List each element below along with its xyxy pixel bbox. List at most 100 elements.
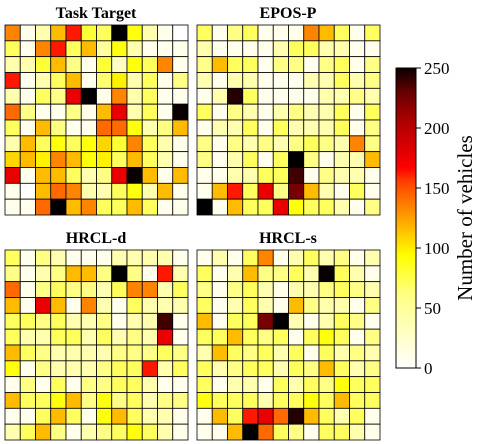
heatmap-cell — [318, 312, 335, 330]
heatmap-cell — [272, 40, 289, 58]
heatmap-cell — [227, 344, 244, 362]
heatmap-cell — [65, 281, 82, 298]
heatmap-cell — [196, 265, 213, 283]
heatmap-cell — [80, 24, 97, 42]
heatmap-cell — [318, 72, 335, 89]
heatmap-cell — [364, 360, 381, 378]
heatmap-cell — [65, 407, 82, 425]
heatmap-cell — [19, 167, 36, 184]
heatmap-cell — [288, 297, 305, 314]
heatmap-panels: Task Target EPOS-P HRCL-d HRCL-s — [4, 5, 381, 441]
heatmap-cell — [141, 312, 158, 330]
heatmap-cell — [303, 360, 320, 378]
heatmap-cell — [65, 87, 82, 105]
heatmap-cell — [333, 103, 350, 121]
heatmap-cell — [227, 198, 244, 216]
heatmap-cell — [65, 135, 82, 153]
heatmap-cell — [126, 376, 143, 393]
heatmap-cell — [303, 40, 320, 58]
heatmap-cell — [333, 24, 350, 42]
heatmap-cell — [196, 344, 213, 362]
heatmap-cell — [126, 392, 143, 409]
heatmap-cell — [172, 167, 189, 184]
heatmap-cell — [96, 297, 113, 314]
heatmap-cell — [333, 40, 350, 58]
heatmap-cell — [227, 423, 244, 441]
heatmap-cell — [111, 24, 128, 42]
heatmap-cell — [211, 265, 228, 283]
heatmap-cell — [157, 423, 174, 441]
heatmap-cell — [196, 249, 213, 267]
heatmap-cell — [96, 56, 113, 73]
heatmap-cell — [50, 198, 67, 216]
heatmap-cell — [333, 312, 350, 330]
heatmap-cell — [288, 40, 305, 58]
heatmap-cell — [364, 135, 381, 153]
heatmap-cell — [126, 103, 143, 121]
heatmap-cell — [172, 344, 189, 362]
heatmap-cell — [288, 392, 305, 409]
heatmap-cell — [126, 24, 143, 42]
heatmap-cell — [35, 328, 52, 346]
heatmap-cell — [364, 151, 381, 168]
heatmap-cell — [333, 392, 350, 409]
heatmap-cell — [227, 407, 244, 425]
heatmap-cell — [141, 376, 158, 393]
heatmap-cell — [288, 423, 305, 441]
heatmap-cell — [303, 135, 320, 153]
heatmap-cell — [65, 360, 82, 378]
heatmap-cell — [172, 40, 189, 58]
heatmap-cell — [65, 249, 82, 267]
heatmap-cell — [65, 40, 82, 58]
heatmap-cell — [141, 119, 158, 137]
heatmap-cell — [80, 360, 97, 378]
heatmap-cell — [318, 87, 335, 105]
heatmap-cell — [80, 198, 97, 216]
heatmap-cell — [141, 265, 158, 283]
heatmap-cell — [157, 265, 174, 283]
heatmap-cell — [50, 103, 67, 121]
heatmap-cell — [333, 281, 350, 298]
heatmap-cell — [303, 87, 320, 105]
heatmap-cell — [333, 56, 350, 73]
heatmap-cell — [288, 87, 305, 105]
heatmap-cell — [333, 151, 350, 168]
heatmap-cell — [19, 344, 36, 362]
heatmap-cell — [65, 119, 82, 137]
heatmap-cell — [303, 328, 320, 346]
heatmap-cell — [257, 360, 274, 378]
heatmap-cell — [50, 423, 67, 441]
heatmap-cell — [211, 312, 228, 330]
colorbar-tick-label: 150 — [424, 179, 450, 198]
heatmap-cell — [35, 24, 52, 42]
heatmap-cell — [35, 312, 52, 330]
heatmap-cell — [257, 24, 274, 42]
heatmap-cell — [19, 312, 36, 330]
heatmap-cell — [242, 249, 259, 267]
heatmap-cell — [4, 119, 21, 137]
heatmap-cell — [242, 56, 259, 73]
heatmap-cell — [50, 151, 67, 168]
heatmap-cell — [196, 392, 213, 409]
heatmap-cell — [303, 103, 320, 121]
heatmap-cell — [242, 392, 259, 409]
heatmap-cell — [333, 87, 350, 105]
heatmap-cell — [303, 281, 320, 298]
panel-title: HRCL-s — [259, 230, 317, 247]
heatmap-cell — [349, 151, 366, 168]
heatmap-cell — [303, 312, 320, 330]
heatmap-cell — [211, 281, 228, 298]
heatmap-cell — [196, 281, 213, 298]
heatmap-cell — [242, 40, 259, 58]
heatmap-cell — [318, 119, 335, 137]
heatmap-cell — [19, 198, 36, 216]
heatmap-cell — [65, 344, 82, 362]
heatmap-cell — [111, 360, 128, 378]
heatmap-cell — [227, 392, 244, 409]
heatmap-cell — [96, 135, 113, 153]
heatmap-cell — [196, 198, 213, 216]
heatmap-cell — [141, 40, 158, 58]
heatmap-cell — [288, 360, 305, 378]
heatmap-panel: HRCL-d — [4, 230, 189, 441]
heatmap-cell — [157, 56, 174, 73]
